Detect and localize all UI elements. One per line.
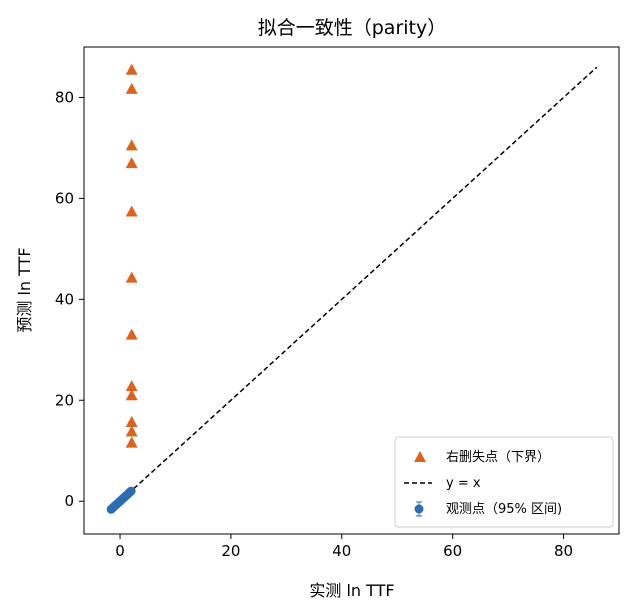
identity-line	[109, 66, 598, 511]
legend-label-identity: y = x	[446, 476, 481, 491]
censored-point	[125, 328, 138, 340]
x-axis-ticks: 0 20 40 60 80	[115, 534, 573, 560]
x-tick-label: 20	[221, 542, 240, 560]
censored-point	[125, 82, 138, 94]
chart-title: 拟合一致性（parity）	[258, 17, 447, 39]
y-tick-label: 0	[64, 492, 74, 510]
censored-point	[125, 205, 138, 217]
plot-frame	[83, 46, 620, 535]
y-tick-label: 60	[55, 189, 74, 207]
legend-label-censored: 右删失点（下界）	[446, 450, 550, 465]
legend-box	[394, 436, 614, 528]
plot-marks	[106, 63, 598, 514]
y-tick-label: 80	[55, 88, 74, 106]
legend: 右删失点（下界） y = x 观测点（95% 区间)	[394, 436, 614, 528]
x-axis-label: 实测 ln TTF	[309, 581, 394, 600]
censored-point	[125, 380, 138, 392]
censored-point	[125, 436, 138, 448]
x-tick-label: 60	[443, 542, 462, 560]
censored-point	[125, 389, 138, 401]
y-axis-ticks: 0 20 40 60 80	[55, 88, 84, 510]
legend-label-observed: 观测点（95% 区间)	[446, 502, 562, 517]
censored-point	[125, 139, 138, 151]
censored-point	[125, 271, 138, 283]
legend-circle-marker	[414, 504, 424, 514]
censored-point	[125, 415, 138, 427]
x-tick-label: 80	[554, 542, 573, 560]
y-tick-label: 40	[55, 290, 74, 308]
x-tick-label: 40	[332, 542, 351, 560]
observed-point	[126, 486, 136, 496]
censored-point	[125, 157, 138, 169]
x-tick-label: 0	[115, 542, 125, 560]
y-tick-label: 20	[55, 391, 74, 409]
censored-point	[125, 425, 138, 437]
censored-point	[125, 63, 138, 75]
legend-triangle-marker	[414, 451, 426, 462]
y-axis-label: 预测 ln TTF	[15, 247, 34, 332]
